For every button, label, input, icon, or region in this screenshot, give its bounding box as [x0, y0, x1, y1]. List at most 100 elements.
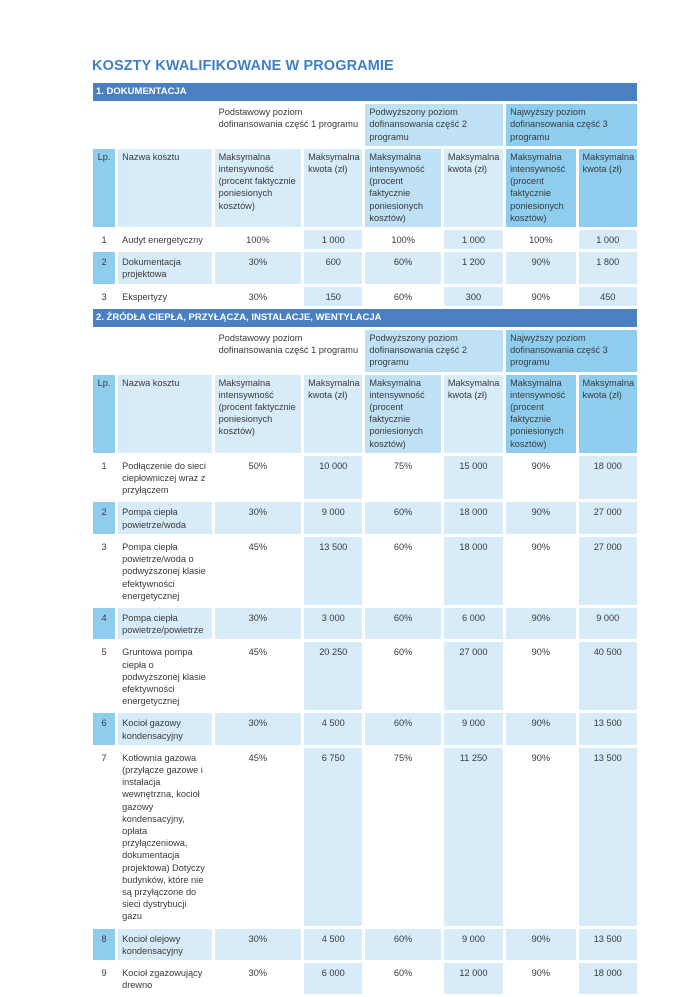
intensity-value: 90%: [531, 752, 550, 763]
table-row: 5 Gruntowa pompa ciepła o podwyższonej kl…: [93, 642, 637, 711]
amount-value: 18 000: [578, 962, 637, 995]
empty-cell: [93, 104, 212, 146]
section-header: 1. DOKUMENTACJA: [93, 83, 637, 102]
amount-value: 18 000: [443, 502, 504, 534]
intensity-value: 75%: [393, 460, 413, 471]
amount-value: 1 000: [578, 230, 637, 250]
amount-value: 11 250: [443, 747, 504, 926]
costs-table: 1. DOKUMENTACJA Podstawowy poziom dofinan…: [90, 80, 640, 997]
header-amount: Maksymalna kwota (zł): [443, 374, 504, 453]
amount-value: 13 500: [304, 536, 363, 605]
amount-value: 450: [578, 286, 637, 306]
table-row: 3 Pompa ciepła powietrze/woda o podwyższo…: [93, 536, 637, 605]
group-header-part-1: Podstawowy poziom dofinansowania część 1…: [218, 333, 359, 356]
document-page: KOSZTY KWALIFIKOWANE W PROGRAMIE 1. DOKU…: [90, 58, 640, 997]
column-header-row: Lp. Nazwa kosztu Maksymalna intensywność (…: [93, 374, 637, 453]
header-amount: Maksymalna kwota (zł): [304, 148, 363, 228]
table-row: 1 Audyt energetyczny 100% 1 000 100% 1 000 100…: [93, 230, 637, 250]
amount-value: 6 000: [443, 607, 504, 640]
intensity-value: 30%: [214, 502, 302, 534]
intensity-value: 60%: [365, 713, 441, 745]
row-lp: 4: [93, 607, 116, 640]
intensity-value: 100%: [529, 235, 553, 246]
table-row: 2 Dokumentacja projektowa 30% 600 60% 1 200 90…: [93, 252, 637, 284]
row-name: Kocioł gazowy kondensacyjny: [118, 713, 212, 745]
header-amount: Maksymalna kwota (zł): [578, 148, 637, 228]
intensity-value: 100%: [391, 235, 415, 246]
intensity-value: 90%: [506, 252, 576, 284]
group-header-row: Podstawowy poziom dofinansowania część 1…: [93, 330, 637, 372]
intensity-value: 30%: [248, 291, 268, 302]
header-lp: Lp.: [93, 374, 116, 453]
row-lp: 3: [101, 291, 107, 302]
amount-value: 6 750: [304, 747, 363, 926]
row-name: Dokumentacja projektowa: [118, 252, 212, 284]
amount-value: 1 800: [578, 252, 637, 284]
row-lp: 7: [101, 752, 107, 763]
row-name: Pompa ciepła powietrze/woda: [118, 502, 212, 534]
group-header-part-3: Najwyższy poziom dofinansowania część 3 …: [506, 330, 637, 372]
intensity-value: 45%: [248, 752, 268, 763]
amount-value: 1 200: [443, 252, 504, 284]
amount-value: 9 000: [443, 713, 504, 745]
row-lp: 2: [93, 252, 116, 284]
intensity-value: 45%: [248, 541, 268, 552]
intensity-value: 90%: [506, 928, 576, 960]
intensity-value: 50%: [248, 460, 268, 471]
row-lp: 3: [101, 541, 107, 552]
intensity-value: 90%: [531, 967, 550, 978]
group-header-part-2: Podwyższony poziom dofinansowania część …: [365, 104, 504, 146]
row-name: Kocioł olejowy kondensacyjny: [118, 928, 212, 960]
header-name: Nazwa kosztu: [118, 148, 212, 228]
intensity-value: 90%: [531, 291, 550, 302]
header-intensity: Maksymalna intensywność (procent faktycz…: [365, 374, 441, 453]
group-header-row: Podstawowy poziom dofinansowania część 1…: [93, 104, 637, 146]
amount-value: 13 500: [578, 928, 637, 960]
intensity-value: 30%: [248, 967, 268, 978]
section-header: 2. ŹRÓDŁA CIEPŁA, PRZYŁĄCZA, INSTALACJE,…: [93, 308, 637, 328]
header-intensity: Maksymalna intensywność (procent faktycz…: [506, 148, 576, 228]
intensity-value: 60%: [393, 541, 413, 552]
header-amount: Maksymalna kwota (zł): [578, 374, 637, 453]
row-name: Ekspertyzy: [122, 291, 168, 302]
row-name: Kotłownia gazowa (przyłącze gazowe i ins…: [122, 752, 205, 922]
amount-value: 6 000: [304, 962, 363, 995]
row-name: Kocioł zgazowujący drewno: [122, 967, 203, 991]
intensity-value: 60%: [365, 252, 441, 284]
amount-value: 10 000: [304, 455, 363, 500]
row-name: Pompa ciepła powietrze/powietrze: [118, 607, 212, 640]
amount-value: 600: [304, 252, 363, 284]
intensity-value: 30%: [214, 928, 302, 960]
amount-value: 9 000: [443, 928, 504, 960]
intensity-value: 30%: [214, 252, 302, 284]
row-name: Audyt energetyczny: [122, 235, 203, 246]
intensity-value: 60%: [393, 291, 413, 302]
row-lp: 1: [101, 235, 107, 246]
row-name: Pompa ciepła powietrze/woda o podwyższon…: [122, 541, 206, 601]
intensity-value: 75%: [393, 752, 413, 763]
amount-value: 27 000: [443, 642, 504, 711]
table-row: 7 Kotłownia gazowa (przyłącze gazowe i in…: [93, 747, 637, 926]
table-row: 3 Ekspertyzy 30% 150 60% 300 90% 450: [93, 286, 637, 306]
amount-value: 9 000: [304, 502, 363, 534]
table-row: 2 Pompa ciepła powietrze/woda 30% 9 000 60% 1…: [93, 502, 637, 534]
intensity-value: 60%: [365, 502, 441, 534]
intensity-value: 90%: [531, 541, 550, 552]
header-intensity: Maksymalna intensywność (procent faktycz…: [506, 374, 576, 453]
table-row: 6 Kocioł gazowy kondensacyjny 30% 4 500 60% 9…: [93, 713, 637, 745]
amount-value: 40 500: [578, 642, 637, 711]
amount-value: 12 000: [443, 962, 504, 995]
amount-value: 27 000: [578, 536, 637, 605]
row-lp: 8: [93, 928, 116, 960]
header-amount: Maksymalna kwota (zł): [304, 374, 363, 453]
header-amount: Maksymalna kwota (zł): [443, 148, 504, 228]
intensity-value: 100%: [246, 235, 270, 246]
intensity-value: 60%: [365, 607, 441, 640]
table-row: 1 Podłączenie do sieci ciepłowniczej wraz…: [93, 455, 637, 500]
intensity-value: 90%: [531, 460, 550, 471]
table-row: 4 Pompa ciepła powietrze/powietrze 30% 3 00…: [93, 607, 637, 640]
amount-value: 4 500: [304, 928, 363, 960]
row-lp: 1: [101, 460, 107, 471]
amount-value: 3 000: [304, 607, 363, 640]
amount-value: 27 000: [578, 502, 637, 534]
